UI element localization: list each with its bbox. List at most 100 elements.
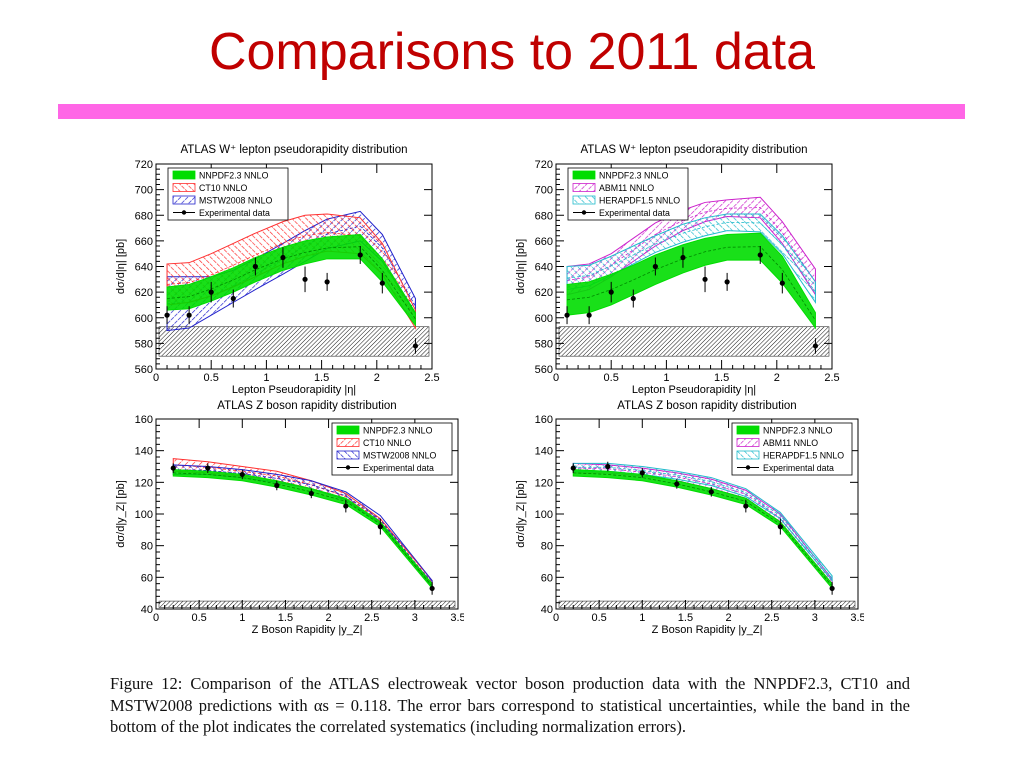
data-point — [302, 266, 308, 293]
y-tick-label: 140 — [535, 446, 553, 458]
y-tick-label: 620 — [535, 287, 553, 299]
data-point — [639, 468, 645, 478]
legend-label: HERAPDF1.5 NNLO — [599, 196, 680, 206]
y-tick-label: 580 — [535, 338, 553, 350]
data-point — [280, 247, 286, 268]
x-tick-label: 1 — [263, 372, 269, 384]
data-marker — [674, 481, 680, 487]
legend-label: MSTW2008 NNLO — [199, 196, 272, 206]
y-tick-label: 660 — [535, 236, 553, 248]
legend-item: HERAPDF1.5 NNLO — [572, 196, 680, 206]
y-tick-label: 720 — [135, 159, 153, 171]
data-point — [757, 246, 763, 264]
legend-swatch — [336, 450, 360, 460]
x-tick-label: 0.5 — [604, 372, 619, 384]
band-nnpdf2-3-nnlo — [172, 469, 433, 590]
data-marker — [702, 276, 708, 282]
data-point — [652, 257, 658, 276]
data-point — [429, 582, 435, 595]
legend-item: NNPDF2.3 NNLO — [736, 426, 833, 436]
data-marker — [829, 585, 835, 592]
legend-item: Experimental data — [337, 463, 434, 473]
central-nnpdf2-3-nnlo — [573, 472, 833, 587]
chart-title: ATLAS Z boson rapidity distribution — [617, 400, 796, 412]
central-nnpdf2-3-nnlo — [566, 246, 816, 321]
systematic-band — [158, 600, 456, 608]
data-point — [586, 306, 592, 325]
data-marker — [357, 252, 363, 258]
data-marker — [630, 295, 636, 302]
legend-label: Experimental data — [199, 208, 270, 218]
w-plus-chart-right: ATLAS W⁺ lepton pseudorapidity distribut… — [515, 144, 840, 396]
y-tick-label: 640 — [135, 262, 153, 274]
data-marker — [586, 312, 592, 318]
legend: NNPDF2.3 NNLO ABM11 NNLO HERAPDF1.5 NNLO Ex… — [731, 422, 853, 476]
systematic-band — [558, 326, 830, 357]
y-tick-label: 100 — [535, 509, 553, 521]
data-point — [308, 488, 314, 499]
data-marker — [743, 503, 749, 509]
legend-swatch-marker — [181, 210, 187, 215]
x-tick-label: 0 — [153, 372, 159, 384]
x-tick-label: 3 — [812, 612, 818, 624]
legend-item: Experimental data — [737, 463, 834, 473]
legend-item: Experimental data — [173, 208, 270, 218]
legend-label: NNPDF2.3 NNLO — [363, 426, 433, 436]
legend-item: NNPDF2.3 NNLO — [572, 170, 669, 181]
x-axis-label: Z Boson Rapidity |y_Z| — [252, 624, 363, 636]
data-point — [743, 499, 749, 513]
legend-swatch — [336, 438, 360, 447]
data-marker — [205, 465, 211, 471]
data-marker — [186, 312, 192, 318]
data-marker — [757, 252, 763, 258]
y-tick-label: 680 — [535, 210, 553, 222]
legend-label: Experimental data — [599, 208, 670, 218]
x-tick-label: 2.5 — [364, 612, 379, 624]
y-tick-label: 660 — [135, 236, 153, 248]
legend-swatch — [736, 438, 760, 447]
z-boson-chart-right: ATLAS Z boson rapidity distribution 40 60 8… — [515, 400, 864, 636]
data-marker — [170, 465, 176, 471]
w-plus-chart-left: ATLAS W⁺ lepton pseudorapidity distribut… — [115, 144, 440, 396]
y-tick-label: 120 — [135, 477, 153, 489]
data-point — [164, 306, 170, 325]
data-marker — [680, 254, 686, 261]
legend-swatch — [172, 170, 196, 180]
data-point — [186, 306, 192, 325]
data-marker — [777, 524, 783, 530]
data-point — [812, 338, 819, 354]
legend-swatch-marker — [581, 210, 587, 215]
central-mstw2008-nnlo — [173, 469, 433, 584]
x-tick-label: 1.5 — [278, 612, 293, 624]
data-marker — [779, 280, 785, 286]
x-tick-label: 0.5 — [191, 612, 206, 624]
legend-swatch — [336, 425, 360, 435]
title-underline-bar — [58, 104, 965, 119]
data-marker — [164, 312, 170, 318]
data-marker — [302, 276, 308, 282]
x-axis-label: Lepton Pseudorapidity |η| — [632, 384, 756, 396]
legend-label: Experimental data — [763, 463, 834, 473]
y-axis-label: dσ/d|y_Z| [pb] — [115, 480, 127, 548]
band-nnpdf2-3-nnlo — [566, 232, 816, 330]
data-marker — [570, 465, 576, 471]
legend-label: NNPDF2.3 NNLO — [599, 171, 669, 181]
x-tick-label: 3 — [412, 612, 418, 624]
legend-swatch — [572, 170, 596, 180]
legend-label: ABM11 NNLO — [599, 183, 654, 193]
x-tick-label: 0 — [553, 372, 559, 384]
x-tick-label: 1.5 — [678, 612, 693, 624]
central-herapdf1-5-nnlo — [573, 466, 833, 579]
band-nnpdf2-3-nnlo — [166, 233, 416, 327]
data-point — [779, 272, 785, 294]
y-tick-label: 620 — [135, 287, 153, 299]
data-point — [630, 289, 636, 308]
legend: NNPDF2.3 NNLO CT10 NNLO MSTW2008 NNLO Exper… — [167, 167, 289, 221]
legend-label: MSTW2008 NNLO — [363, 451, 436, 461]
central-ct10-nnlo — [167, 232, 416, 320]
y-tick-label: 160 — [135, 414, 153, 426]
x-tick-label: 2.5 — [424, 372, 439, 384]
chart-title: ATLAS W⁺ lepton pseudorapidity distribut… — [580, 144, 807, 156]
y-tick-label: 40 — [541, 604, 553, 616]
x-axis-label: Lepton Pseudorapidity |η| — [232, 384, 356, 396]
